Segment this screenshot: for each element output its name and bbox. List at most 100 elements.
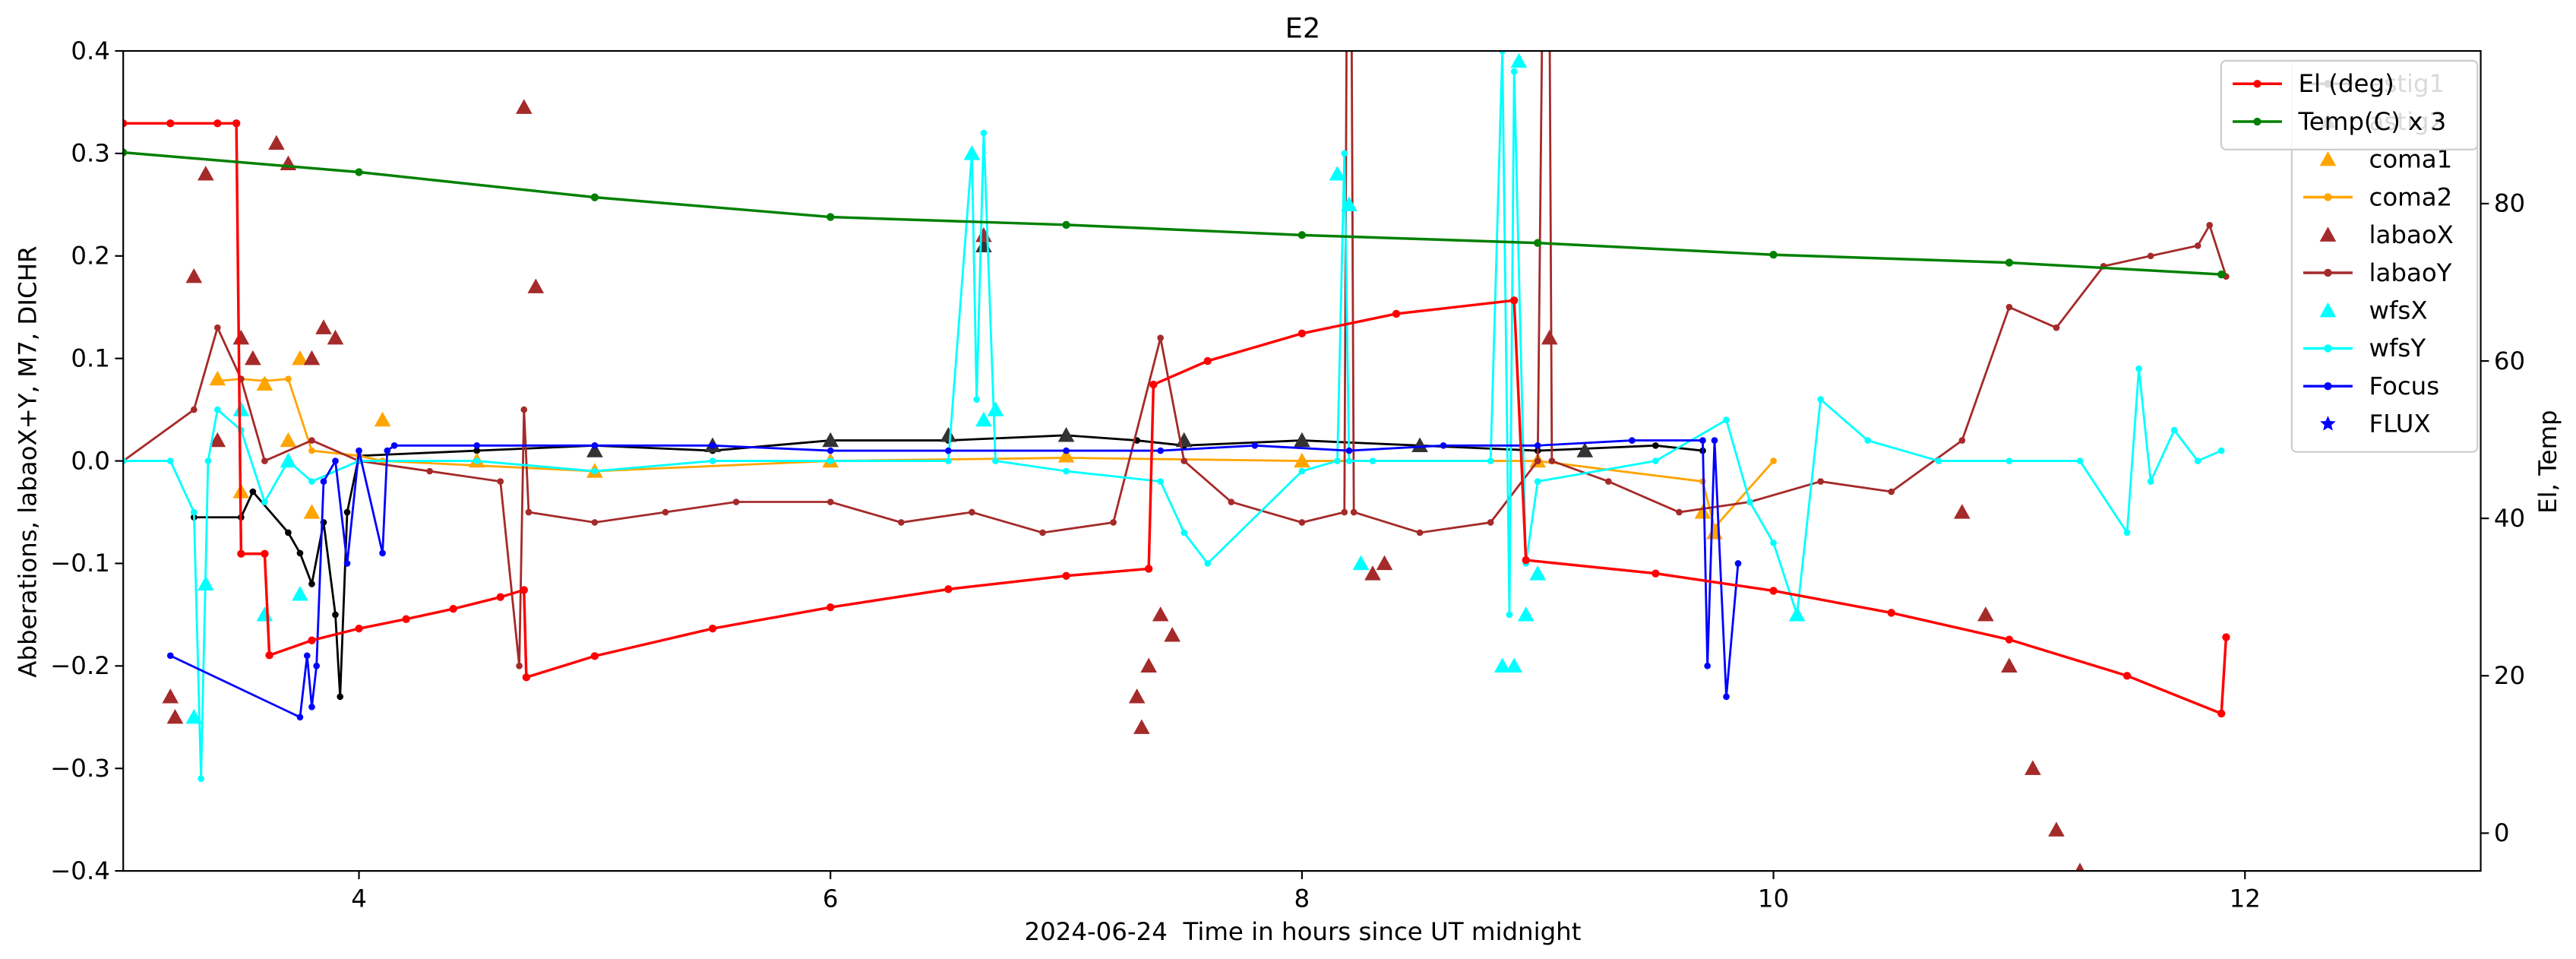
point bbox=[1746, 498, 1753, 505]
point bbox=[709, 442, 716, 449]
legend-frame bbox=[2220, 59, 2479, 150]
y-tick-label: 0.4 bbox=[71, 36, 110, 65]
point bbox=[2194, 457, 2201, 464]
point bbox=[1888, 488, 1895, 495]
point bbox=[496, 593, 504, 601]
triangle-marker bbox=[292, 586, 308, 601]
point bbox=[261, 457, 268, 464]
point bbox=[285, 457, 292, 464]
point bbox=[2005, 457, 2013, 464]
triangle-marker bbox=[2024, 760, 2041, 775]
point bbox=[1723, 693, 1730, 701]
triangle-marker bbox=[1140, 657, 1157, 673]
triangle-marker bbox=[2048, 821, 2065, 837]
triangle-marker bbox=[303, 350, 321, 366]
point bbox=[1652, 442, 1659, 449]
point bbox=[1887, 609, 1895, 617]
point bbox=[1157, 447, 1165, 454]
triangle-marker bbox=[1694, 504, 1712, 519]
point bbox=[473, 447, 481, 454]
y-tick-label: −0.2 bbox=[50, 651, 110, 680]
y2-tick-label: 40 bbox=[2494, 504, 2525, 533]
triangle-marker bbox=[1576, 442, 1594, 457]
legend-label: wfsX bbox=[2369, 296, 2428, 325]
chart-title: E2 bbox=[1285, 12, 1321, 45]
point bbox=[992, 457, 999, 464]
point bbox=[2005, 258, 2014, 267]
triangle-marker bbox=[1493, 657, 1511, 673]
point bbox=[1817, 478, 1824, 485]
point bbox=[1298, 519, 1306, 526]
legend-label: labaoX bbox=[2369, 220, 2454, 249]
triangle-marker bbox=[1164, 627, 1181, 642]
point bbox=[1063, 447, 1070, 454]
point bbox=[1651, 569, 1660, 578]
triangle-marker bbox=[1152, 606, 1169, 622]
point bbox=[1416, 529, 1424, 536]
point bbox=[449, 605, 457, 613]
point bbox=[308, 437, 315, 444]
y-tick-label: 0.0 bbox=[71, 446, 110, 475]
point bbox=[1297, 231, 1307, 239]
point bbox=[1652, 457, 1659, 464]
point bbox=[214, 406, 221, 413]
point bbox=[426, 467, 433, 475]
triangle-marker bbox=[315, 319, 332, 334]
star-marker bbox=[2320, 416, 2336, 431]
series bbox=[185, 52, 1806, 724]
point bbox=[379, 549, 386, 557]
point bbox=[1203, 356, 1212, 366]
point bbox=[2217, 270, 2226, 279]
point bbox=[1629, 437, 1636, 444]
point bbox=[591, 519, 599, 526]
point bbox=[1734, 560, 1742, 567]
point bbox=[308, 636, 316, 644]
point bbox=[1958, 437, 1966, 444]
legend-label: Focus bbox=[2369, 372, 2440, 400]
triangle-marker bbox=[166, 708, 184, 724]
triangle-marker bbox=[268, 135, 285, 150]
triangle-marker bbox=[940, 427, 957, 442]
series-line bbox=[123, 150, 2222, 276]
triangle-marker bbox=[232, 329, 250, 345]
y-tick-label: 0.3 bbox=[71, 139, 110, 168]
x-tick-label: 12 bbox=[2230, 885, 2261, 913]
point bbox=[1440, 442, 1447, 449]
triangle-marker bbox=[1506, 657, 1522, 673]
point bbox=[2324, 344, 2332, 353]
triangle-marker bbox=[987, 401, 1004, 416]
triangle-marker bbox=[515, 99, 533, 114]
x-tick-label: 10 bbox=[1758, 885, 1789, 913]
point bbox=[303, 652, 311, 660]
point bbox=[343, 560, 351, 567]
point bbox=[1369, 457, 1377, 464]
point bbox=[1522, 555, 1530, 565]
y-tick-label: 0.2 bbox=[71, 242, 110, 271]
triangle-marker bbox=[232, 401, 250, 416]
legend-label: FLUX bbox=[2369, 410, 2431, 438]
point bbox=[237, 549, 245, 558]
point bbox=[2253, 80, 2262, 88]
point bbox=[2122, 672, 2132, 680]
point bbox=[1157, 334, 1165, 342]
point bbox=[1392, 309, 1401, 318]
point bbox=[2217, 709, 2226, 718]
point bbox=[249, 488, 257, 495]
triangle-marker bbox=[374, 411, 391, 427]
point bbox=[2076, 457, 2084, 464]
triangle-marker bbox=[1411, 437, 1428, 452]
triangle-marker bbox=[292, 350, 308, 366]
x-tick-label: 4 bbox=[351, 885, 367, 913]
point bbox=[356, 447, 362, 454]
point bbox=[1534, 478, 1541, 485]
point bbox=[213, 119, 222, 128]
point bbox=[261, 498, 268, 505]
point bbox=[1711, 437, 1718, 444]
point bbox=[897, 519, 905, 526]
y-tick-label: −0.1 bbox=[50, 549, 110, 578]
point bbox=[261, 378, 268, 385]
point bbox=[1062, 571, 1070, 580]
point bbox=[308, 447, 315, 454]
point bbox=[2206, 222, 2214, 229]
legend-label: labaoY bbox=[2369, 258, 2452, 287]
